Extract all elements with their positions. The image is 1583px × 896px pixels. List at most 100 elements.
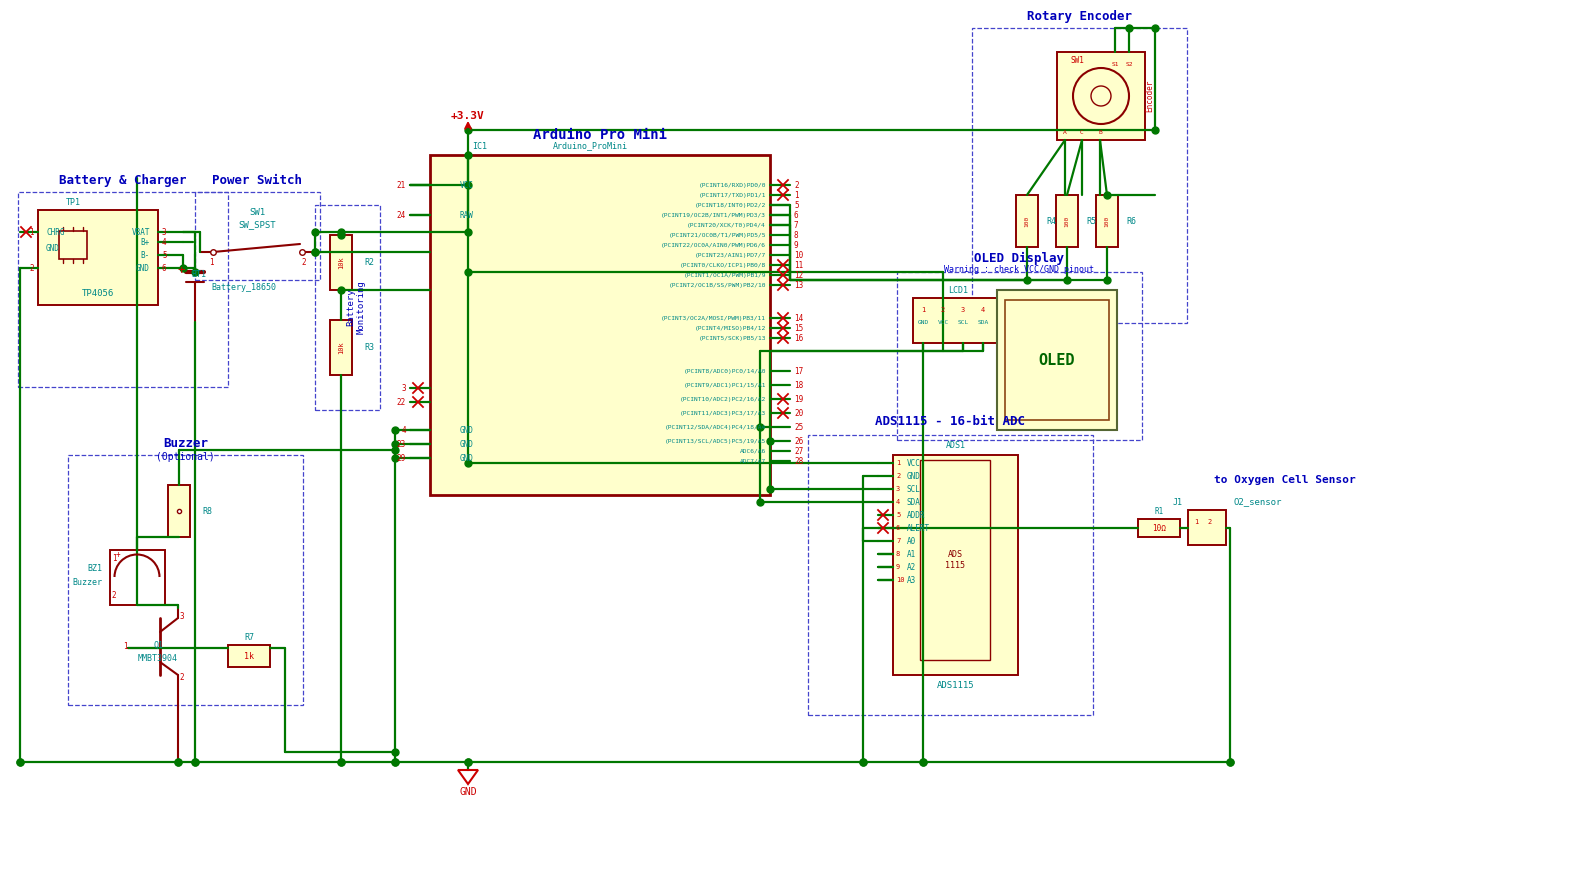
Text: ALERT: ALERT	[907, 523, 931, 532]
Bar	[1057, 52, 1145, 140]
Text: (PCINT4/MISO)PB4/12: (PCINT4/MISO)PB4/12	[695, 325, 766, 331]
Bar	[893, 455, 1018, 675]
Text: GND: GND	[46, 244, 60, 253]
Bar	[431, 155, 769, 495]
Text: (PCINT23/AIN1)PD7/7: (PCINT23/AIN1)PD7/7	[695, 253, 766, 257]
Text: 1k: 1k	[244, 651, 253, 660]
Text: BZ1: BZ1	[87, 564, 101, 573]
Text: SCL: SCL	[907, 485, 921, 494]
Text: (PCINT10/ADC2)PC2/16/A2: (PCINT10/ADC2)PC2/16/A2	[679, 397, 766, 401]
Text: ADDR: ADDR	[907, 511, 926, 520]
Text: 7: 7	[795, 220, 799, 229]
Text: (PCINT3/OC2A/MOSI/PWM)PB3/11: (PCINT3/OC2A/MOSI/PWM)PB3/11	[662, 315, 766, 321]
Text: A1: A1	[907, 549, 917, 558]
Text: R8: R8	[203, 506, 212, 515]
Text: R5: R5	[1086, 217, 1095, 226]
Text: Battery & Charger: Battery & Charger	[59, 174, 187, 186]
Text: 3: 3	[961, 307, 966, 313]
Text: Encoder: Encoder	[1146, 80, 1154, 112]
Text: 19: 19	[795, 394, 803, 403]
Text: SW_SPST: SW_SPST	[239, 220, 277, 229]
Bar	[1016, 195, 1038, 247]
Text: 1: 1	[1194, 519, 1198, 525]
Text: 2: 2	[896, 473, 901, 479]
Bar	[1005, 300, 1110, 420]
Text: R2: R2	[364, 258, 374, 267]
Text: 10k: 10k	[339, 341, 344, 354]
Text: (PCINT19/OC2B/INT1/PWM)PD3/3: (PCINT19/OC2B/INT1/PWM)PD3/3	[662, 212, 766, 218]
Text: 29: 29	[397, 453, 405, 462]
Text: (PCINT17/TXD)PD1/1: (PCINT17/TXD)PD1/1	[698, 193, 766, 197]
Text: 6: 6	[161, 263, 166, 272]
Text: 1: 1	[30, 228, 33, 237]
Text: R3: R3	[364, 343, 374, 352]
Text: GND: GND	[907, 471, 921, 480]
Text: CHRG: CHRG	[46, 228, 65, 237]
Bar	[972, 28, 1187, 323]
Text: 11: 11	[795, 261, 803, 270]
Text: VBAT: VBAT	[131, 228, 150, 237]
Text: 2: 2	[180, 673, 184, 682]
Text: 1: 1	[112, 554, 116, 563]
Text: ADC6/A6: ADC6/A6	[739, 449, 766, 453]
Text: 2: 2	[1208, 519, 1213, 525]
Text: J1: J1	[1173, 497, 1183, 506]
Text: Buzzer: Buzzer	[71, 578, 101, 587]
Text: SDA: SDA	[977, 320, 989, 324]
Bar	[913, 298, 1004, 343]
Text: Power Switch: Power Switch	[212, 174, 302, 186]
Text: (PCINT16/RXD)PD0/0: (PCINT16/RXD)PD0/0	[698, 183, 766, 187]
Text: 25: 25	[795, 423, 803, 432]
Text: VCC: VCC	[907, 459, 921, 468]
Text: Battery
Monitoring: Battery Monitoring	[345, 280, 366, 334]
Text: 100: 100	[1064, 215, 1070, 227]
Text: 10: 10	[795, 251, 803, 260]
Text: LCD1: LCD1	[948, 286, 967, 295]
Text: (PCINT0/CLKO/ICP1)PB0/8: (PCINT0/CLKO/ICP1)PB0/8	[679, 263, 766, 268]
Text: 1: 1	[795, 191, 799, 200]
Text: B-: B-	[141, 251, 150, 260]
Text: 10Ω: 10Ω	[1152, 523, 1167, 532]
Text: B+: B+	[141, 237, 150, 246]
Text: 27: 27	[795, 446, 803, 455]
Bar	[1095, 195, 1118, 247]
Bar	[59, 231, 87, 259]
Text: B: B	[1099, 130, 1102, 134]
Text: TP4056: TP4056	[82, 289, 114, 297]
Text: (PCINT1/OC1A/PWM)PB1/9: (PCINT1/OC1A/PWM)PB1/9	[684, 272, 766, 278]
Text: 9: 9	[896, 564, 901, 570]
Text: 20: 20	[795, 409, 803, 418]
Text: MMBT3904: MMBT3904	[138, 653, 177, 662]
Text: VCC: VCC	[937, 320, 948, 324]
Text: BT1: BT1	[192, 270, 206, 279]
Text: 5: 5	[795, 201, 799, 210]
Text: R1: R1	[1154, 506, 1164, 515]
Text: 100: 100	[1105, 215, 1110, 227]
Text: VCC: VCC	[461, 180, 473, 189]
Text: 21: 21	[397, 180, 405, 189]
Text: ADS1: ADS1	[945, 441, 966, 450]
Bar	[1138, 519, 1179, 537]
Bar	[195, 192, 320, 280]
Text: GND: GND	[918, 320, 929, 324]
Text: Arduino Pro Mini: Arduino Pro Mini	[533, 128, 666, 142]
Text: 10k: 10k	[339, 256, 344, 269]
Text: (PCINT22/OC0A/AIN0/PWM)PD6/6: (PCINT22/OC0A/AIN0/PWM)PD6/6	[662, 243, 766, 247]
Text: 10: 10	[896, 577, 904, 583]
Text: (PCINT8/ADC0)PC0/14/A0: (PCINT8/ADC0)PC0/14/A0	[684, 368, 766, 374]
Text: (PCINT12/SDA/ADC4)PC4/18/A4: (PCINT12/SDA/ADC4)PC4/18/A4	[665, 425, 766, 429]
Text: ADC7/A7: ADC7/A7	[739, 459, 766, 463]
Text: (PCINT21/OC0B/T1/PWM)PD5/5: (PCINT21/OC0B/T1/PWM)PD5/5	[668, 232, 766, 237]
Text: Arduino_ProMini: Arduino_ProMini	[552, 142, 627, 151]
Bar	[329, 320, 351, 375]
Text: A3: A3	[907, 575, 917, 584]
Text: +: +	[116, 549, 120, 558]
Bar	[807, 435, 1092, 715]
Text: 3: 3	[180, 611, 184, 621]
Text: 6: 6	[896, 525, 901, 531]
Text: (PCINT5/SCK)PB5/13: (PCINT5/SCK)PB5/13	[698, 335, 766, 340]
Text: S1: S1	[1111, 62, 1119, 66]
Text: A0: A0	[907, 537, 917, 546]
Text: 15: 15	[795, 323, 803, 332]
Bar	[898, 272, 1141, 440]
